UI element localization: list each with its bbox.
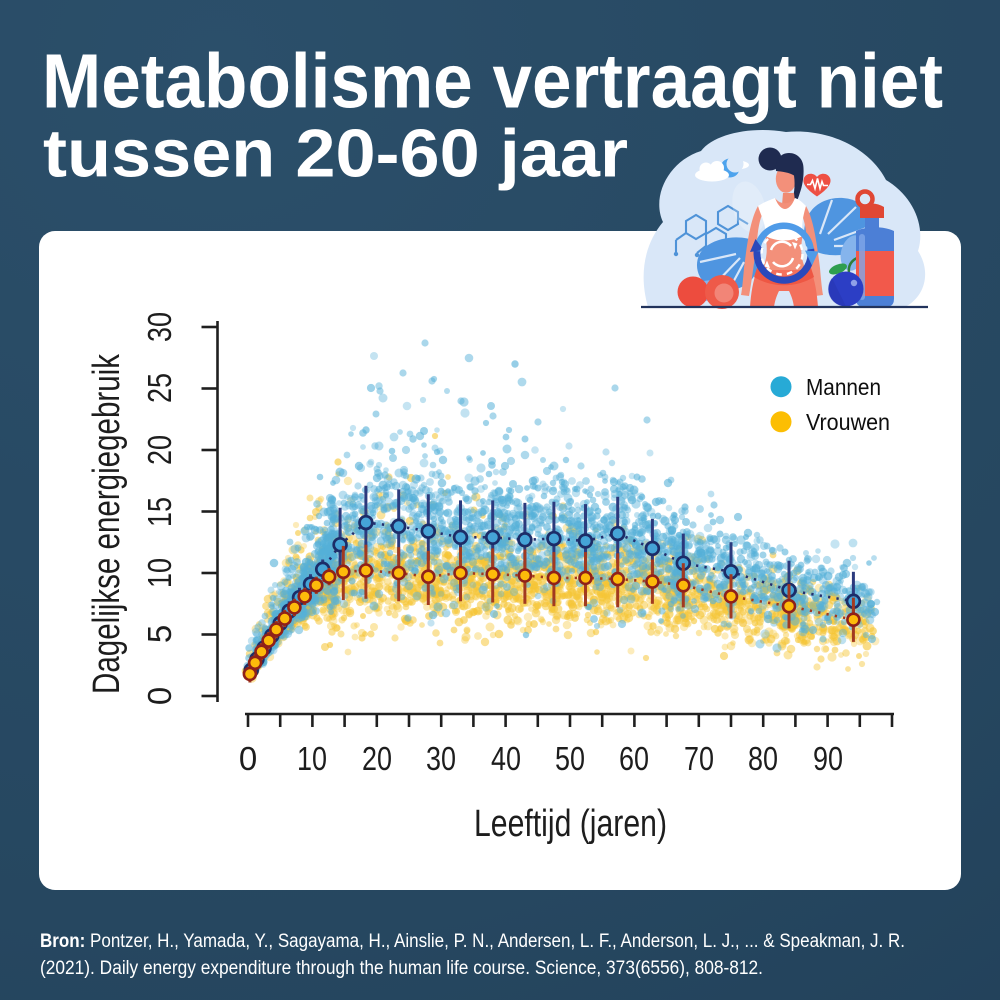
svg-text:Metabolisme vertraagt niet: Metabolisme vertraagt niet	[42, 39, 943, 125]
svg-text:tussen 20-60 jaar: tussen 20-60 jaar	[43, 116, 628, 192]
